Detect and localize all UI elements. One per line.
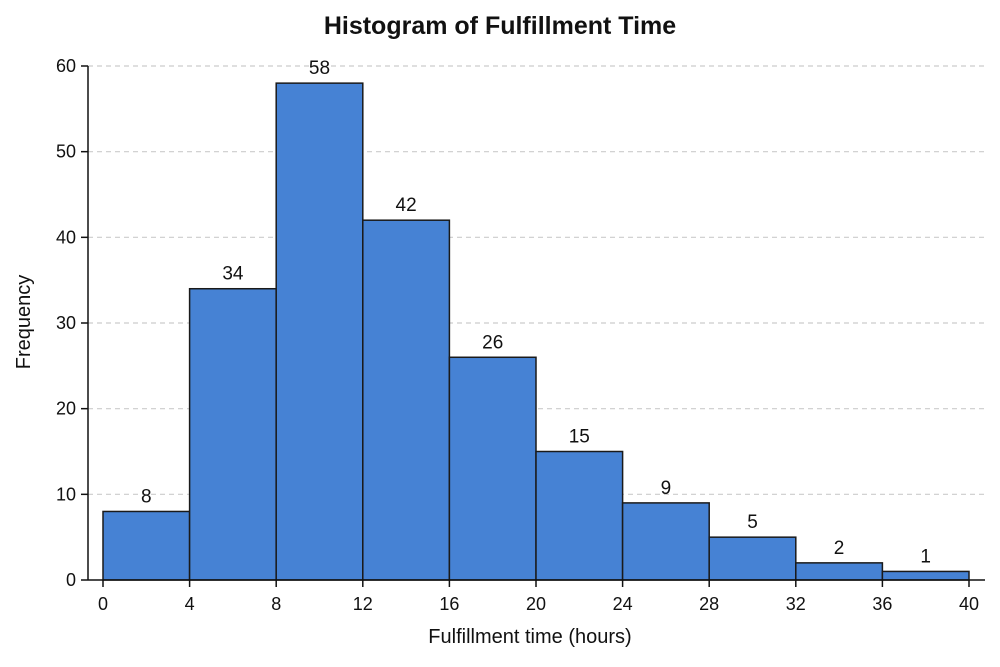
x-tick-label: 32 — [786, 594, 806, 614]
bars — [102, 82, 970, 581]
x-tick-label: 28 — [699, 594, 719, 614]
x-tick-label: 24 — [613, 594, 633, 614]
histogram-bar — [708, 536, 797, 581]
histogram-bar — [188, 287, 277, 581]
histogram-bar — [881, 570, 970, 581]
bar-value-label: 26 — [482, 332, 503, 353]
x-axis-label: Fulfillment time (hours) — [428, 626, 631, 648]
bar-value-label: 8 — [141, 486, 152, 507]
x-tick-label: 4 — [185, 594, 195, 614]
histogram-bar — [621, 502, 710, 581]
y-tick-label: 30 — [56, 313, 76, 333]
bar-value-label: 9 — [661, 478, 672, 499]
bar-value-label: 15 — [569, 427, 590, 448]
bar-value-label: 1 — [920, 546, 931, 567]
bar-value-label: 5 — [747, 512, 758, 533]
histogram-bar — [795, 562, 884, 581]
bar-value-label: 42 — [396, 195, 417, 216]
y-tick-label: 20 — [56, 399, 76, 419]
y-tick-label: 40 — [56, 227, 76, 247]
x-tick-label: 36 — [872, 594, 892, 614]
x-tick-label: 8 — [271, 594, 281, 614]
y-tick-label: 50 — [56, 142, 76, 162]
x-tick-label: 12 — [353, 594, 373, 614]
bar-value-label: 34 — [222, 264, 244, 285]
x-tick-label: 20 — [526, 594, 546, 614]
bar-value-label: 2 — [834, 538, 845, 559]
bar-value-label: 58 — [309, 58, 330, 79]
y-tick-label: 0 — [66, 570, 76, 590]
histogram-bar — [275, 82, 364, 581]
histogram-bar — [102, 510, 191, 581]
bar-value-labels: 8 34 58 42 26 15 9 5 2 1 — [141, 58, 931, 567]
histogram-bar — [535, 450, 624, 581]
y-tick-label: 60 — [56, 56, 76, 76]
chart-title: Histogram of Fulfillment Time — [323, 12, 677, 40]
histogram-bar — [448, 356, 537, 581]
gridlines — [88, 65, 985, 495]
x-tick-label: 40 — [959, 594, 979, 614]
x-tick-label: 0 — [98, 594, 108, 614]
histogram-bar — [362, 219, 451, 581]
y-tick-label: 10 — [56, 484, 76, 504]
y-axis-label: Frequency — [13, 275, 35, 370]
x-tick-label: 16 — [439, 594, 459, 614]
